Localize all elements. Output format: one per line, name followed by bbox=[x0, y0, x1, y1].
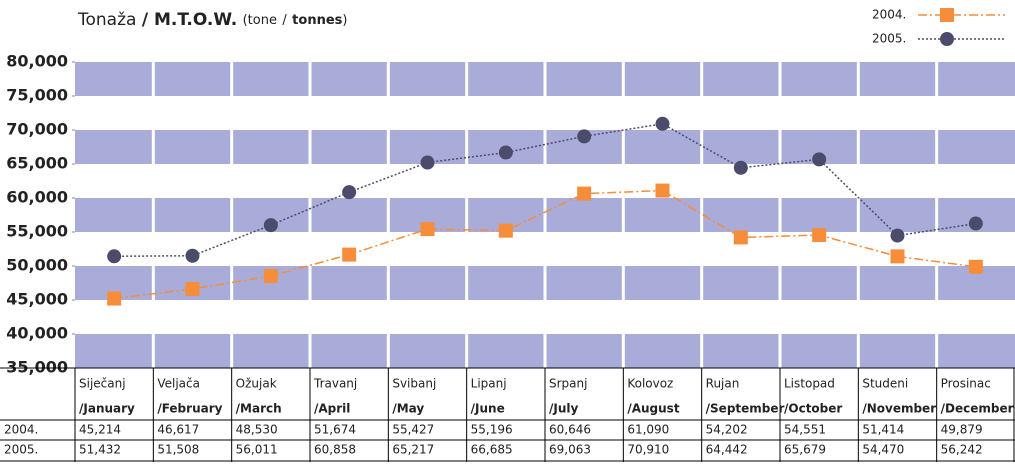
table-value: 46,617 bbox=[157, 423, 199, 437]
point bbox=[498, 145, 513, 160]
y-tick-label: 75,000 bbox=[6, 86, 68, 105]
table-value: 51,674 bbox=[314, 423, 356, 437]
point bbox=[577, 186, 592, 201]
table-value: 51,432 bbox=[79, 443, 121, 457]
point bbox=[655, 183, 670, 198]
point bbox=[968, 259, 983, 274]
table-value: 51,508 bbox=[157, 443, 199, 457]
table-value: 48,530 bbox=[236, 423, 278, 437]
category-label-en: /March bbox=[236, 402, 282, 416]
category-label-en: /February bbox=[157, 402, 222, 416]
table-value: 55,427 bbox=[392, 423, 434, 437]
title-part: / M.T.O.W. bbox=[142, 10, 237, 30]
table-value: 54,202 bbox=[706, 423, 748, 437]
table-value: 56,242 bbox=[941, 443, 983, 457]
point bbox=[577, 129, 592, 144]
table-value: 60,646 bbox=[549, 423, 591, 437]
legend-marker bbox=[940, 32, 954, 46]
y-tick-label: 40,000 bbox=[6, 324, 68, 343]
legend-marker bbox=[940, 8, 954, 22]
point bbox=[420, 155, 435, 170]
table-value: 55,196 bbox=[471, 423, 513, 437]
title-part: ( bbox=[243, 13, 248, 28]
title-part: tonnes bbox=[292, 13, 342, 28]
y-tick-label: 60,000 bbox=[6, 188, 68, 207]
point bbox=[342, 247, 357, 262]
y-tick-label: 45,000 bbox=[6, 290, 68, 309]
chart-title: Tonaža / M.T.O.W. (tone / tonnes) bbox=[77, 10, 347, 30]
point bbox=[890, 228, 905, 243]
category-label-en: /September bbox=[706, 402, 785, 416]
category-label-en: /November bbox=[862, 402, 936, 416]
category-label-en: /July bbox=[549, 402, 579, 416]
point bbox=[185, 282, 200, 297]
category-label: Kolovoz bbox=[627, 377, 673, 391]
category-label: Lipanj bbox=[471, 377, 507, 391]
category-label: Rujan bbox=[706, 377, 740, 391]
category-label: Veljača bbox=[157, 377, 200, 391]
category-label-en: /October bbox=[784, 402, 842, 416]
category-label: Siječanj bbox=[79, 377, 126, 391]
legend-label: 2005. bbox=[872, 32, 906, 46]
legend-label: 2004. bbox=[872, 8, 906, 22]
y-tick-label: 80,000 bbox=[6, 52, 68, 71]
y-tick-label: 65,000 bbox=[6, 154, 68, 173]
table-value: 54,551 bbox=[784, 423, 826, 437]
table-value: 51,414 bbox=[862, 423, 904, 437]
point bbox=[263, 268, 278, 283]
category-label: Svibanj bbox=[392, 377, 436, 391]
table-value: 60,858 bbox=[314, 443, 356, 457]
table-row-label: 2005. bbox=[4, 443, 38, 457]
title-part: tone bbox=[248, 13, 277, 28]
table-value: 64,442 bbox=[706, 443, 748, 457]
table-value: 45,214 bbox=[79, 423, 121, 437]
point bbox=[655, 116, 670, 131]
title-part: / bbox=[282, 13, 287, 28]
category-label-en: /May bbox=[392, 402, 424, 416]
category-label: Ožujak bbox=[236, 377, 277, 391]
category-label: Srpanj bbox=[549, 377, 587, 391]
category-label-en: /January bbox=[79, 402, 135, 416]
table-value: 69,063 bbox=[549, 443, 591, 457]
category-label: Travanj bbox=[313, 377, 357, 391]
series-line bbox=[114, 123, 976, 258]
category-label-en: /August bbox=[627, 402, 679, 416]
title-part: ) bbox=[342, 13, 347, 28]
category-label: Studeni bbox=[862, 377, 908, 391]
table-value: 56,011 bbox=[236, 443, 278, 457]
table-value: 54,470 bbox=[862, 443, 904, 457]
y-tick-label: 50,000 bbox=[6, 256, 68, 275]
category-label-en: /December bbox=[941, 402, 1014, 416]
point bbox=[185, 248, 200, 263]
point bbox=[733, 160, 748, 175]
point bbox=[812, 228, 827, 243]
point bbox=[733, 230, 748, 245]
y-tick-label: 70,000 bbox=[6, 120, 68, 139]
point bbox=[107, 249, 122, 264]
table-value: 65,217 bbox=[392, 443, 434, 457]
category-label-en: /April bbox=[314, 402, 350, 416]
point bbox=[342, 185, 357, 200]
category-label: Listopad bbox=[784, 377, 835, 391]
point bbox=[107, 291, 122, 306]
table-row-label: 2004. bbox=[4, 423, 38, 437]
table-value: 70,910 bbox=[627, 443, 669, 457]
category-label: Prosinac bbox=[941, 377, 991, 391]
table-value: 61,090 bbox=[627, 423, 669, 437]
y-tick-label: 55,000 bbox=[6, 222, 68, 241]
point bbox=[968, 216, 983, 231]
table-value: 66,685 bbox=[471, 443, 513, 457]
point bbox=[420, 222, 435, 237]
point bbox=[890, 249, 905, 264]
title-part: Tonaža bbox=[77, 10, 136, 30]
category-label-en: /June bbox=[471, 402, 505, 416]
point bbox=[498, 223, 513, 238]
point bbox=[812, 152, 827, 167]
table-value: 65,679 bbox=[784, 443, 826, 457]
table-value: 49,879 bbox=[941, 423, 983, 437]
series-line bbox=[114, 189, 976, 300]
y-tick-label: 35,000 bbox=[6, 358, 68, 377]
point bbox=[263, 218, 278, 233]
